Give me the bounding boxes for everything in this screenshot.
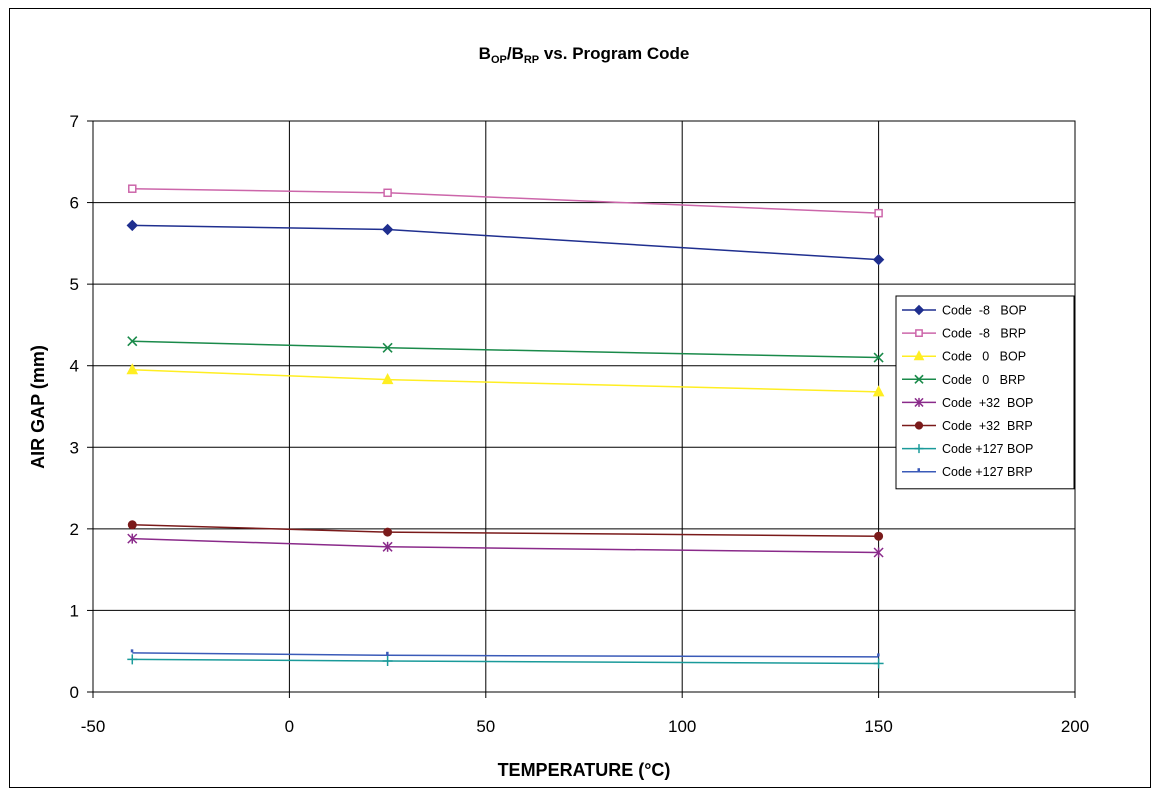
data-point xyxy=(382,342,393,353)
x-tick-label: 50 xyxy=(476,717,495,736)
data-point xyxy=(127,533,138,544)
data-point xyxy=(914,374,924,384)
legend-label: Code -8 BOP xyxy=(942,304,1027,318)
legend-item: Code +127 BOP xyxy=(902,442,1033,456)
x-tick-label: 0 xyxy=(285,717,294,736)
chart-title: BOP/BRP vs. Program Code xyxy=(479,44,690,66)
series-x xyxy=(127,336,884,363)
legend-item: Code +32 BOP xyxy=(902,396,1033,410)
series-triangle xyxy=(126,363,885,397)
y-axis-title: AIR GAP (mm) xyxy=(28,345,48,469)
data-point xyxy=(386,651,389,655)
y-tick-label: 3 xyxy=(70,438,79,457)
legend-item: Code -8 BOP xyxy=(902,304,1027,318)
data-point xyxy=(127,654,138,665)
x-tick-label: 150 xyxy=(864,717,892,736)
data-point xyxy=(381,223,394,236)
legend-label: Code +32 BOP xyxy=(942,396,1033,410)
legend-label: Code +127 BRP xyxy=(942,465,1033,479)
legend-label: Code +32 BRP xyxy=(942,419,1033,433)
y-tick-label: 4 xyxy=(70,357,79,376)
legend-item: Code +32 BRP xyxy=(902,419,1033,433)
data-point xyxy=(382,656,393,667)
data-point xyxy=(128,184,137,193)
data-point xyxy=(126,219,138,232)
legend-item: Code 0 BOP xyxy=(902,350,1026,364)
data-point xyxy=(915,329,923,338)
legend-box xyxy=(895,295,1075,490)
data-point xyxy=(126,363,139,375)
series-plus xyxy=(127,654,884,669)
data-point xyxy=(913,304,925,316)
series-circle xyxy=(127,520,884,541)
legend-label: Code 0 BRP xyxy=(942,373,1025,387)
data-point xyxy=(914,397,924,407)
series-line xyxy=(132,652,879,658)
y-tick-label: 1 xyxy=(70,601,79,620)
y-tick-label: 7 xyxy=(70,112,79,131)
legend-label: Code 0 BOP xyxy=(942,350,1026,364)
data-point xyxy=(383,188,392,198)
data-point xyxy=(130,649,134,653)
y-tick-label: 2 xyxy=(70,520,79,539)
data-point xyxy=(383,527,393,537)
series-dot xyxy=(130,649,880,658)
data-point xyxy=(917,468,920,472)
x-tick-label: 200 xyxy=(1061,717,1089,736)
series-star xyxy=(127,533,884,558)
y-tick-label: 6 xyxy=(70,194,79,213)
data-point xyxy=(873,658,884,669)
data-point xyxy=(382,541,393,552)
data-point xyxy=(127,336,138,347)
series-layer xyxy=(126,184,885,669)
data-point xyxy=(913,350,925,361)
y-tick-label: 0 xyxy=(70,683,79,702)
x-tick-label: 100 xyxy=(668,717,696,736)
data-point xyxy=(127,520,137,530)
legend-label: Code +127 BOP xyxy=(942,442,1033,456)
data-point xyxy=(874,531,884,541)
data-point xyxy=(872,385,885,397)
data-point xyxy=(877,653,880,657)
x-axis-title: TEMPERATURE (°C) xyxy=(498,760,671,780)
data-point xyxy=(914,444,924,454)
legend-item: Code 0 BRP xyxy=(902,373,1025,387)
x-tick-label: -50 xyxy=(81,717,106,736)
legend-item: Code -8 BRP xyxy=(902,327,1026,341)
data-point xyxy=(914,421,924,430)
series-square-open xyxy=(128,184,883,218)
legend-label: Code -8 BRP xyxy=(942,327,1026,341)
legend: Code -8 BOP Code -8 BRP Code 0 BOP Code 0 B… xyxy=(895,295,1075,490)
data-point xyxy=(381,373,394,385)
data-point xyxy=(873,352,884,363)
series-diamond xyxy=(126,219,885,266)
data-point xyxy=(872,253,885,266)
y-tick-label: 5 xyxy=(70,275,79,294)
legend-item: Code +127 BRP xyxy=(902,465,1033,479)
data-point xyxy=(873,547,884,558)
data-point xyxy=(874,208,883,218)
